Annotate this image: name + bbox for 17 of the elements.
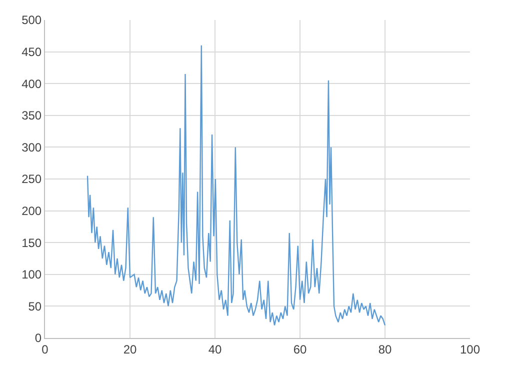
y-tick-label: 500 xyxy=(22,13,42,28)
y-tick-label: 450 xyxy=(22,45,42,59)
y-tick-label: 250 xyxy=(22,172,42,186)
y-tick-label: 100 xyxy=(22,268,42,282)
x-tick-label: 20 xyxy=(123,342,137,356)
y-tick-label: 350 xyxy=(22,108,42,123)
x-tick-label: 40 xyxy=(208,342,222,356)
y-tick-label: 150 xyxy=(22,236,42,250)
y-tick-label: 200 xyxy=(22,204,42,218)
y-tick-label: 400 xyxy=(22,76,42,91)
y-tick-label: 50 xyxy=(28,299,42,314)
line-series xyxy=(86,44,386,326)
y-tick-label: 300 xyxy=(22,140,42,154)
x-tick-label: 100 xyxy=(460,342,480,356)
x-tick-label: 80 xyxy=(378,342,392,356)
x-tick-label: 60 xyxy=(293,342,307,356)
y-tick-label: 0 xyxy=(34,331,42,346)
